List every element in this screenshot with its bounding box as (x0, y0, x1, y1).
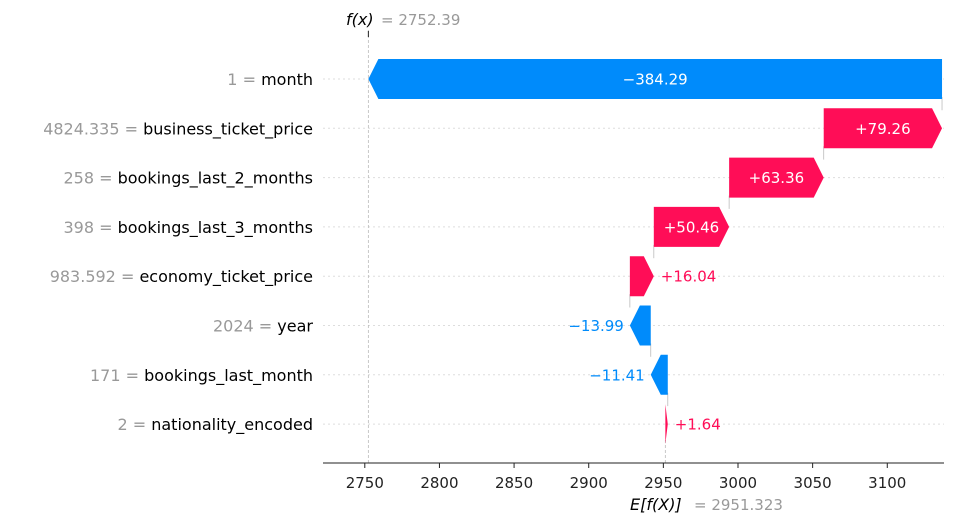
feature-value: 171 = (90, 365, 144, 384)
waterfall-bar (665, 404, 668, 445)
feature-value: 2024 = (213, 316, 277, 335)
fx-label: f(x) (346, 10, 374, 29)
feature-value: 1 = (227, 70, 261, 89)
x-tick-label: 2800 (420, 474, 458, 492)
bars: −384.29 +79.26 +63.36 +50.46 +16.04 −13.99 −11… (368, 59, 943, 445)
feature-label: 4824.335 = business_ticket_price (43, 119, 313, 139)
x-tick-label: 3050 (794, 474, 832, 492)
feature-label: 2024 = year (213, 316, 313, 335)
feature-labels: 1 = month 4824.335 = business_ticket_pric… (43, 70, 313, 435)
waterfall-bar (368, 59, 943, 99)
feature-label: 258 = bookings_last_2_months (63, 168, 313, 188)
contribution-label: +1.64 (675, 416, 721, 434)
waterfall-bar (650, 354, 668, 395)
waterfall-bar (729, 157, 824, 198)
feature-name: bookings_last_2_months (118, 168, 313, 188)
x-tick-label: 3000 (719, 474, 757, 492)
contribution-label: −13.99 (568, 317, 624, 335)
feature-name: bookings_last_3_months (118, 217, 313, 237)
ex-label: E[f(X)] (630, 495, 682, 514)
fx-value: = 2752.39 (381, 11, 460, 29)
x-tick-label: 2950 (644, 474, 682, 492)
waterfall-bar (823, 108, 943, 149)
feature-label: 1 = month (227, 70, 313, 89)
ex-value: = 2951.323 (694, 496, 783, 514)
feature-name: month (261, 70, 313, 89)
feature-label: 2 = nationality_encoded (117, 415, 313, 435)
feature-name: year (277, 316, 313, 335)
feature-label: 983.592 = economy_ticket_price (50, 267, 313, 287)
x-tick-label: 2900 (570, 474, 608, 492)
feature-name: economy_ticket_price (139, 267, 313, 287)
contribution-label: +79.26 (855, 120, 911, 138)
contribution-label: −11.41 (589, 366, 645, 384)
feature-value: 2 = (117, 415, 151, 434)
feature-label: 171 = bookings_last_month (90, 365, 313, 385)
feature-name: nationality_encoded (151, 415, 313, 435)
x-tick-label: 3100 (868, 474, 906, 492)
feature-value: 258 = (63, 168, 117, 187)
feature-name: bookings_last_month (144, 365, 313, 385)
x-tick-label: 2850 (495, 474, 533, 492)
waterfall-bar (629, 256, 654, 297)
contribution-label: +50.46 (664, 218, 720, 236)
feature-value: 4824.335 = (43, 119, 143, 138)
contribution-label: +63.36 (749, 169, 805, 187)
feature-label: 398 = bookings_last_3_months (63, 217, 313, 237)
feature-name: business_ticket_price (143, 119, 313, 139)
x-axis: 2750 2800 2850 2900 2950 3000 3050 3100 (323, 462, 944, 492)
waterfall-bar (653, 206, 730, 247)
waterfall-bar (629, 305, 651, 346)
guide-lines (367, 30, 943, 463)
contribution-label: +16.04 (661, 268, 717, 286)
feature-value: 983.592 = (50, 267, 140, 286)
feature-value: 398 = (63, 217, 117, 236)
contribution-label: −384.29 (623, 71, 688, 89)
x-tick-label: 2750 (346, 474, 384, 492)
